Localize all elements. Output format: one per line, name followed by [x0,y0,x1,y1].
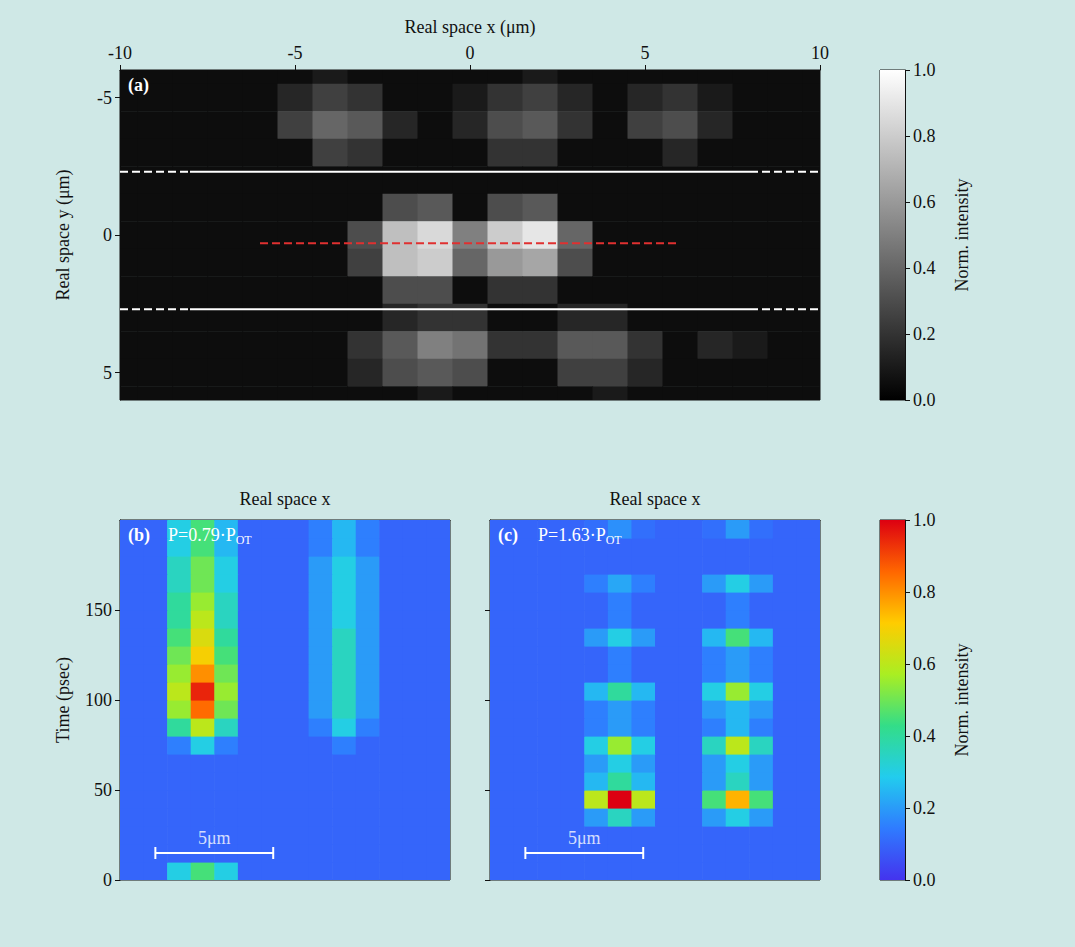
svg-text:Real space x: Real space x [610,489,701,509]
svg-text:0.6: 0.6 [913,192,936,212]
svg-text:Real space x (μm): Real space x (μm) [404,17,535,38]
svg-text:Real space y (μm): Real space y (μm) [53,169,74,300]
svg-text:Norm. intensity: Norm. intensity [952,644,972,757]
svg-text:0.6: 0.6 [913,654,936,674]
svg-text:-5: -5 [97,88,112,108]
svg-text:P=1.63·P: P=1.63·P [538,525,606,545]
svg-text:OT: OT [606,533,623,547]
svg-text:0.4: 0.4 [913,258,936,278]
svg-text:0.0: 0.0 [913,870,936,890]
svg-text:100: 100 [85,690,112,710]
svg-text:1.0: 1.0 [913,510,936,530]
svg-text:1.0: 1.0 [913,60,936,80]
svg-text:5μm: 5μm [568,828,601,848]
svg-text:0.4: 0.4 [913,726,936,746]
svg-text:OT: OT [236,533,253,547]
svg-text:0: 0 [103,225,112,245]
svg-text:5: 5 [103,363,112,383]
svg-text:0.8: 0.8 [913,126,936,146]
svg-text:-10: -10 [108,43,132,63]
svg-text:5μm: 5μm [198,828,231,848]
svg-text:50: 50 [94,780,112,800]
svg-text:Real space x: Real space x [240,489,331,509]
svg-text:5: 5 [641,43,650,63]
svg-text:0: 0 [103,870,112,890]
svg-text:(a): (a) [128,75,149,96]
svg-text:(c): (c) [498,525,518,546]
svg-text:(b): (b) [128,525,150,546]
svg-text:0: 0 [466,43,475,63]
svg-text:10: 10 [811,43,829,63]
svg-text:-5: -5 [288,43,303,63]
svg-text:Time (psec): Time (psec) [53,657,74,743]
svg-text:P=0.79·P: P=0.79·P [168,525,236,545]
svg-text:0.0: 0.0 [913,390,936,410]
svg-text:150: 150 [85,600,112,620]
svg-text:Norm. intensity: Norm. intensity [952,179,972,292]
svg-text:0.2: 0.2 [913,324,936,344]
svg-text:0.2: 0.2 [913,798,936,818]
svg-text:0.8: 0.8 [913,582,936,602]
